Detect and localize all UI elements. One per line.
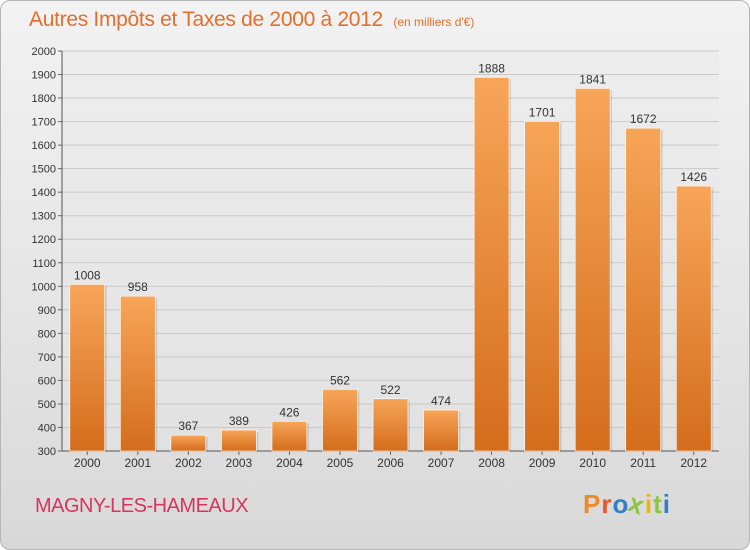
title-row: Autres Impôts et Taxes de 2000 à 2012 (e…: [29, 8, 474, 32]
bar: [574, 88, 611, 452]
y-tick-label: 300: [38, 446, 56, 458]
logo-letter: r: [601, 489, 613, 519]
logo-letter: i: [662, 489, 671, 519]
logo-letter: t: [653, 489, 663, 519]
data-label: 389: [229, 414, 249, 428]
x-tick-label: 2006: [377, 456, 404, 470]
y-tick-label: 800: [38, 328, 56, 340]
data-label: 958: [128, 280, 148, 294]
data-label: 474: [431, 394, 451, 408]
bar: [625, 127, 661, 452]
bar: [271, 421, 308, 452]
data-label: 562: [330, 373, 350, 387]
x-tick-label: 2009: [529, 456, 556, 470]
chart-subtitle: (en milliers d'€): [393, 15, 475, 29]
data-label: 426: [279, 405, 299, 419]
y-tick-label: 1700: [32, 117, 56, 129]
logo-letter: i: [644, 489, 654, 519]
data-label: 1841: [579, 72, 606, 86]
x-tick-label: 2011: [630, 456, 656, 470]
y-tick-label: 2000: [32, 46, 56, 58]
y-tick-label: 1200: [32, 234, 56, 246]
x-tick-label: 2002: [175, 456, 202, 470]
bar: [423, 409, 459, 452]
y-tick-label: 700: [38, 352, 56, 364]
logo-letter: o: [612, 489, 630, 519]
y-tick-label: 1100: [32, 258, 56, 270]
x-tick-label: 2000: [74, 456, 101, 470]
x-tick-label: 2004: [276, 456, 303, 470]
bar: [524, 121, 560, 452]
proxiti-logo: Proxiti: [583, 487, 671, 520]
data-label: 1672: [630, 112, 657, 126]
bar: [170, 434, 207, 452]
data-label: 1701: [529, 105, 556, 119]
y-tick-label: 1300: [32, 211, 56, 223]
bar: [322, 389, 358, 452]
bar: [473, 77, 510, 452]
y-tick-label: 400: [38, 422, 56, 434]
bar: [675, 185, 712, 452]
x-tick-label: 2010: [579, 456, 606, 470]
x-tick-label: 2008: [478, 456, 505, 470]
y-tick-label: 1600: [32, 140, 56, 152]
y-tick-label: 500: [38, 399, 56, 411]
commune-name: MAGNY-LES-HAMEAUX: [35, 495, 249, 517]
bars: [69, 77, 714, 452]
data-label: 1888: [478, 61, 505, 75]
y-tick-label: 1800: [32, 93, 56, 105]
data-labels: 1008 958 367 389 426 562 522 474 1888 1701 1841 167…: [74, 61, 707, 433]
bar: [120, 295, 156, 452]
x-tick-label: 2003: [226, 456, 253, 470]
axes: 300 400 500 600 700 800 900 1000 1100 1200 1300 140…: [32, 46, 719, 470]
data-label: 1426: [680, 170, 707, 184]
data-label: 522: [380, 383, 400, 397]
y-tick-label: 900: [38, 305, 56, 317]
x-tick-label: 2012: [680, 456, 707, 470]
bar: [69, 284, 106, 452]
y-tick-label: 1900: [32, 70, 56, 82]
y-tick-label: 600: [38, 375, 56, 387]
y-tick-label: 1400: [32, 187, 56, 199]
data-label: 367: [178, 419, 198, 433]
chart-title: Autres Impôts et Taxes de 2000 à 2012: [29, 8, 383, 31]
logo-letter: P: [583, 489, 602, 519]
x-tick-label: 2005: [327, 456, 354, 470]
bar: [221, 429, 257, 452]
y-tick-label: 1500: [32, 164, 56, 176]
bar: [372, 398, 409, 452]
x-tick-label: 2007: [428, 456, 455, 470]
y-tick-label: 1000: [32, 281, 56, 293]
x-tick-label: 2001: [124, 456, 151, 470]
data-label: 1008: [74, 268, 101, 282]
